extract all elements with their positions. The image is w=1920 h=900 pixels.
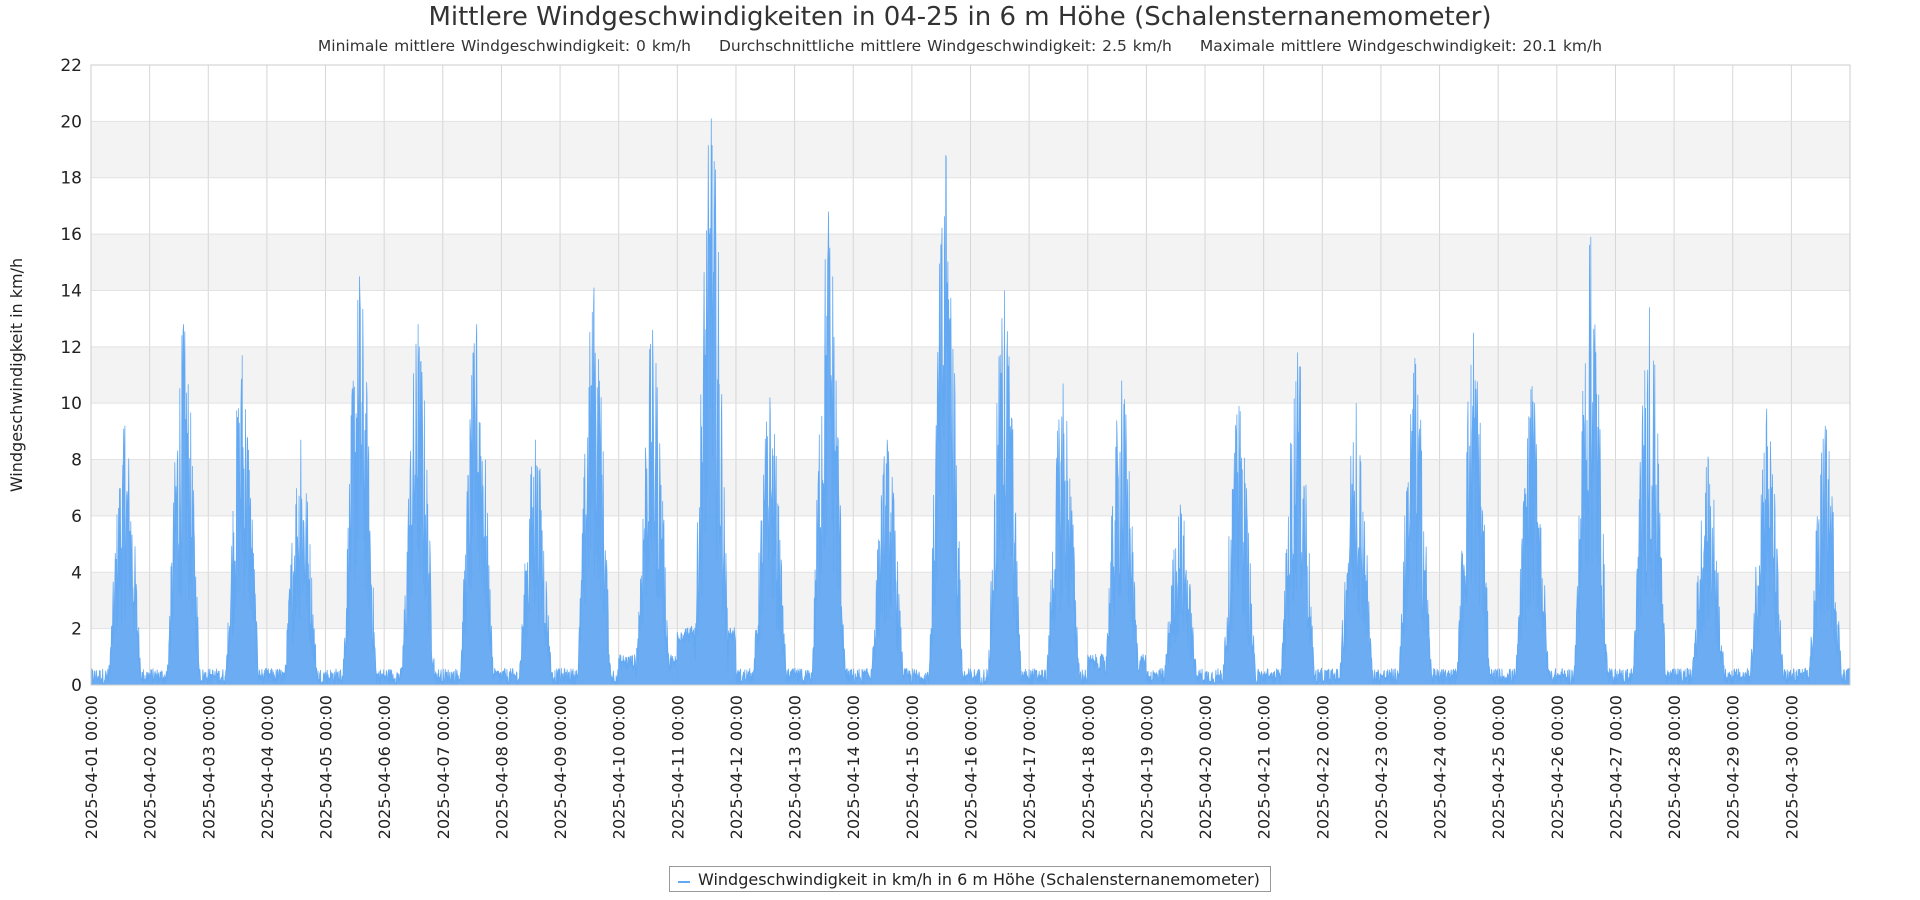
y-tick-label: 16	[60, 225, 82, 245]
x-tick-label: 2025-04-15 00:00	[903, 695, 922, 839]
legend: Windgeschwindigkeit in km/h in 6 m Höhe …	[669, 866, 1271, 892]
y-tick-label: 14	[60, 281, 82, 301]
y-tick-label: 10	[60, 394, 82, 414]
x-tick-label: 2025-04-29 00:00	[1724, 695, 1743, 839]
x-tick-label: 2025-04-23 00:00	[1372, 695, 1391, 839]
chart-title: Mittlere Windgeschwindigkeiten in 04-25 …	[428, 2, 1492, 32]
y-tick-labels: 0 2 4 6 8 10 12 14 16 18 20 22	[60, 56, 82, 696]
y-axis-label: Windgeschwindigkeit in km/h	[7, 258, 26, 492]
y-tick-label: 0	[71, 676, 82, 696]
y-tick-label: 18	[60, 169, 82, 189]
x-tick-label: 2025-04-09 00:00	[551, 695, 570, 839]
series-wind-speed	[90, 118, 1851, 687]
x-tick-label: 2025-04-30 00:00	[1782, 695, 1801, 839]
x-tick-label: 2025-04-22 00:00	[1313, 695, 1332, 839]
y-tick-label: 4	[71, 563, 82, 583]
x-tick-label: 2025-04-07 00:00	[434, 695, 453, 839]
y-tick-label: 12	[60, 338, 82, 358]
x-tick-label: 2025-04-05 00:00	[317, 695, 336, 839]
x-tick-label: 2025-04-11 00:00	[668, 695, 687, 839]
legend-swatch	[678, 881, 690, 883]
y-tick-label: 2	[71, 620, 82, 640]
y-tick-label: 22	[60, 56, 82, 76]
y-tick-label: 6	[71, 507, 82, 527]
x-tick-label: 2025-04-10 00:00	[610, 695, 629, 839]
x-tick-label: 2025-04-08 00:00	[492, 695, 511, 839]
y-tick-label: 20	[60, 112, 82, 132]
x-tick-label: 2025-04-19 00:00	[1137, 695, 1156, 839]
x-tick-label: 2025-04-27 00:00	[1606, 695, 1625, 839]
x-tick-label: 2025-04-14 00:00	[844, 695, 863, 839]
x-tick-label: 2025-04-12 00:00	[727, 695, 746, 839]
subtitle-avg: Durchschnittliche mittlere Windgeschwind…	[718, 37, 1172, 55]
x-tick-label: 2025-04-06 00:00	[375, 695, 394, 839]
x-tick-labels: 2025-04-01 00:00 2025-04-02 00:00 2025-04-…	[82, 695, 1801, 839]
x-tick-label: 2025-04-28 00:00	[1665, 695, 1684, 839]
x-tick-label: 2025-04-17 00:00	[1020, 695, 1039, 839]
x-tick-label: 2025-04-04 00:00	[258, 695, 277, 839]
x-tick-label: 2025-04-03 00:00	[199, 695, 218, 839]
y-tick-label: 8	[71, 451, 82, 471]
x-tick-label: 2025-04-25 00:00	[1489, 695, 1508, 839]
chart-subtitle: Minimale mittlere Windgeschwindigkeit: 0…	[0, 37, 1920, 55]
subtitle-max: Maximale mittlere Windgeschwindigkeit: 2…	[1199, 37, 1603, 55]
x-tick-label: 2025-04-24 00:00	[1431, 695, 1450, 839]
subtitle-min: Minimale mittlere Windgeschwindigkeit: 0…	[317, 37, 691, 55]
x-tick-label: 2025-04-20 00:00	[1196, 695, 1215, 839]
legend-label: Windgeschwindigkeit in km/h in 6 m Höhe …	[698, 869, 1260, 889]
vertical-gridlines	[90, 65, 1792, 685]
x-tick-label: 2025-04-18 00:00	[1079, 695, 1098, 839]
x-tick-label: 2025-04-01 00:00	[82, 695, 101, 839]
x-tick-label: 2025-04-02 00:00	[141, 695, 160, 839]
x-tick-label: 2025-04-26 00:00	[1548, 695, 1567, 839]
series-area	[90, 118, 1851, 687]
x-tick-label: 2025-04-16 00:00	[962, 695, 981, 839]
x-tick-label: 2025-04-13 00:00	[786, 695, 805, 839]
plot-frame	[90, 64, 1851, 686]
x-tick-label: 2025-04-21 00:00	[1255, 695, 1274, 839]
